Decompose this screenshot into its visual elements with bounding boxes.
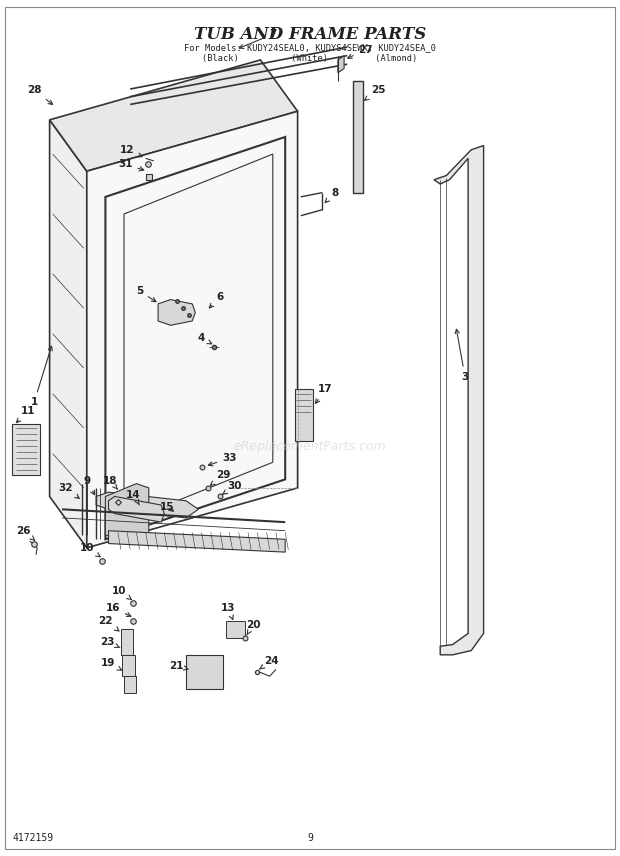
Polygon shape <box>226 621 245 638</box>
Polygon shape <box>434 146 484 655</box>
Text: 31: 31 <box>118 159 144 171</box>
Text: 23: 23 <box>100 637 120 648</box>
Text: 28: 28 <box>27 85 53 104</box>
Text: 25: 25 <box>365 85 386 100</box>
Text: 17: 17 <box>316 384 333 403</box>
Polygon shape <box>50 120 87 548</box>
Text: 4172159: 4172159 <box>12 833 53 842</box>
Text: 1: 1 <box>30 346 52 407</box>
Polygon shape <box>108 531 285 552</box>
Polygon shape <box>96 492 198 518</box>
Text: 22: 22 <box>98 615 119 631</box>
Text: (Black)          (White)         (Almond): (Black) (White) (Almond) <box>202 54 418 62</box>
Text: For Models: KUDY24SEAL0, KUDYS4SEWK, KUDY24SEA_0: For Models: KUDY24SEAL0, KUDYS4SEWK, KUD… <box>184 44 436 52</box>
Text: 12: 12 <box>120 145 142 157</box>
Text: 8: 8 <box>326 187 339 203</box>
Text: 14: 14 <box>126 490 141 505</box>
Text: 21: 21 <box>169 661 188 671</box>
Polygon shape <box>12 424 40 475</box>
Text: 32: 32 <box>58 483 79 498</box>
Text: 30: 30 <box>222 481 242 495</box>
Text: 26: 26 <box>16 526 35 540</box>
Text: 24: 24 <box>259 656 279 669</box>
Polygon shape <box>87 111 298 548</box>
Text: 29: 29 <box>211 470 231 485</box>
Text: 10: 10 <box>79 543 100 556</box>
Text: 16: 16 <box>105 603 131 616</box>
Text: 27: 27 <box>348 45 373 58</box>
Text: 13: 13 <box>221 603 236 620</box>
Polygon shape <box>158 300 195 325</box>
Polygon shape <box>186 655 223 689</box>
Text: 33: 33 <box>208 453 237 466</box>
Text: eReplacementParts.com: eReplacementParts.com <box>234 440 386 454</box>
Text: 9: 9 <box>307 833 313 842</box>
Text: 10: 10 <box>112 586 131 599</box>
Polygon shape <box>108 496 164 522</box>
Text: 20: 20 <box>246 620 260 635</box>
Text: TUB AND FRAME PARTS: TUB AND FRAME PARTS <box>194 26 426 43</box>
Text: 6: 6 <box>210 292 224 308</box>
Text: 11: 11 <box>17 406 35 423</box>
Polygon shape <box>294 389 313 441</box>
Text: 19: 19 <box>101 658 122 670</box>
Polygon shape <box>353 81 363 193</box>
Text: 7: 7 <box>239 29 277 49</box>
Polygon shape <box>122 655 135 676</box>
Text: 9: 9 <box>83 476 95 495</box>
Polygon shape <box>124 676 136 693</box>
Polygon shape <box>105 484 149 544</box>
Polygon shape <box>338 56 344 73</box>
Text: 15: 15 <box>160 502 175 512</box>
Polygon shape <box>121 629 133 655</box>
Text: 18: 18 <box>103 476 118 489</box>
Text: 5: 5 <box>136 286 156 301</box>
Text: 3: 3 <box>455 330 469 382</box>
Text: 4: 4 <box>198 333 211 344</box>
Polygon shape <box>50 60 298 171</box>
